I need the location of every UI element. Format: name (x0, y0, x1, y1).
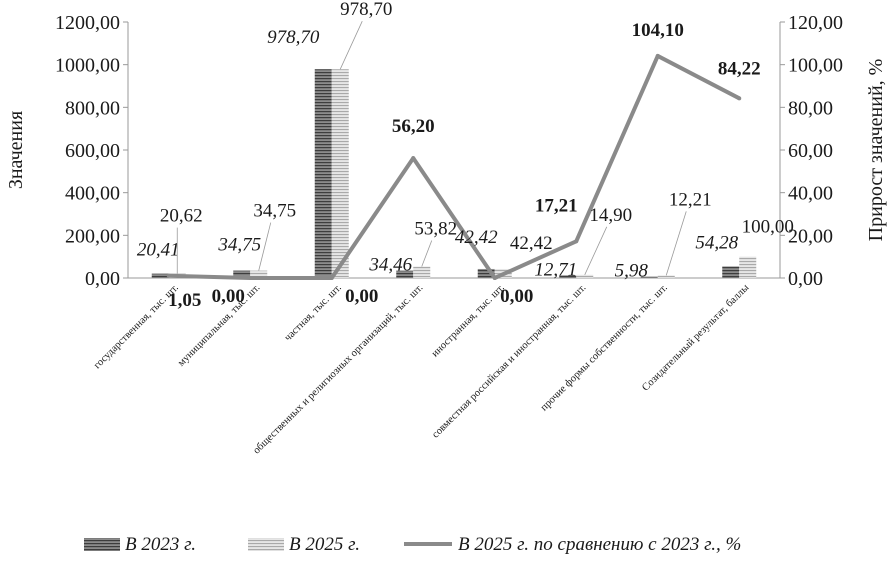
y-tick-label: 600,00 (65, 140, 120, 162)
data-label-growth: 0,00 (345, 286, 378, 307)
y2-tick-label: 60,00 (788, 140, 833, 162)
label-leader-line (584, 226, 608, 275)
growth-point (574, 239, 579, 244)
legend-swatch-2023 (84, 538, 120, 551)
bar-2023 (722, 266, 740, 278)
data-label-2025: 14,90 (589, 205, 632, 226)
data-label-2023: 5,98 (615, 261, 649, 282)
x-category-label: иностранная, тыс. шт. (430, 282, 507, 359)
label-leader-line (258, 222, 272, 271)
data-label-2025: 20,62 (160, 206, 203, 227)
x-category-label: прочие формы собственности, тыс. шт. (539, 282, 670, 413)
bar-2025 (739, 256, 757, 278)
data-label-2023: 42,42 (455, 227, 498, 248)
bar-2023 (640, 276, 658, 278)
legend-label-2025: В 2025 г. (289, 534, 360, 555)
data-label-2025: 100,00 (742, 217, 794, 238)
growth-point (655, 53, 660, 58)
x-category-label: общественных и религиозных организаций, … (251, 282, 425, 456)
legend-label-growth: В 2025 г. по сравнению с 2023 г., % (458, 534, 741, 555)
y-tick-label: 400,00 (65, 183, 120, 205)
bar-2025 (657, 275, 675, 278)
y-tick-label: 0,00 (85, 268, 120, 290)
growth-point (492, 276, 497, 280)
legend-swatch-2025 (248, 538, 284, 551)
bar-2023 (396, 270, 414, 278)
y-axis-title: Значения (5, 111, 27, 189)
legend-label-2023: В 2023 г. (125, 534, 196, 555)
data-label-2023: 20,41 (137, 240, 180, 261)
y-tick-label: 1000,00 (55, 55, 120, 77)
y-tick-label: 1200,00 (55, 12, 120, 34)
y2-tick-label: 0,00 (788, 268, 823, 290)
data-label-growth: 17,21 (535, 195, 578, 216)
data-label-2025: 53,82 (414, 219, 457, 240)
legend: В 2023 г. В 2025 г. В 2025 г. по сравнению… (84, 534, 741, 555)
data-label-growth: 0,00 (500, 286, 533, 307)
data-label-2025: 978,70 (340, 0, 392, 20)
data-label-growth: 104,10 (632, 20, 684, 41)
bar-2025 (576, 274, 594, 278)
data-label-2023: 12,71 (534, 259, 577, 280)
data-label-2023: 54,28 (695, 232, 738, 253)
data-label-2023: 34,75 (217, 235, 261, 256)
data-label-growth: 0,00 (212, 286, 245, 307)
bar-2025 (250, 270, 268, 278)
data-label-growth: 84,22 (718, 58, 761, 79)
growth-point (737, 96, 742, 101)
data-labels-layer: 20,41 34,75 978,70 34,46 42,42 12,71 5,98 54,28… (137, 0, 794, 311)
bar-2023 (151, 273, 169, 278)
data-label-2023: 34,46 (368, 255, 412, 276)
y2-tick-label: 120,00 (788, 12, 843, 34)
y-tick-label: 200,00 (65, 225, 120, 247)
bar-2023 (559, 275, 577, 278)
growth-point (329, 276, 334, 280)
data-label-2025: 42,42 (510, 233, 553, 254)
label-leader-line (339, 21, 363, 70)
y-tick-label: 800,00 (65, 97, 120, 119)
y2-tick-label: 100,00 (788, 55, 843, 77)
data-label-growth: 1,05 (168, 290, 201, 311)
y2-tick-label: 20,00 (788, 225, 833, 247)
growth-point (248, 276, 253, 280)
growth-line (168, 53, 741, 280)
label-leader-line (421, 240, 433, 267)
label-leader-line (665, 211, 687, 276)
growth-point (166, 273, 171, 278)
growth-point (411, 156, 416, 161)
y2-axis-title: Прирост значений, % (865, 59, 887, 242)
bar-2025 (413, 266, 431, 278)
bar-2023 (314, 69, 332, 278)
x-category-label: частная, тыс. шт. (283, 282, 344, 343)
y2-tick-label: 40,00 (788, 183, 833, 205)
data-label-growth: 56,20 (392, 116, 435, 137)
bar-2023 (477, 268, 495, 278)
line-layer (166, 53, 742, 280)
bar-2025 (331, 69, 349, 278)
data-label-2025: 12,21 (669, 189, 712, 210)
data-label-2025: 34,75 (253, 201, 296, 222)
y2-tick-label: 80,00 (788, 97, 833, 119)
data-label-2023: 978,70 (267, 27, 320, 48)
bar-2023 (233, 270, 251, 278)
